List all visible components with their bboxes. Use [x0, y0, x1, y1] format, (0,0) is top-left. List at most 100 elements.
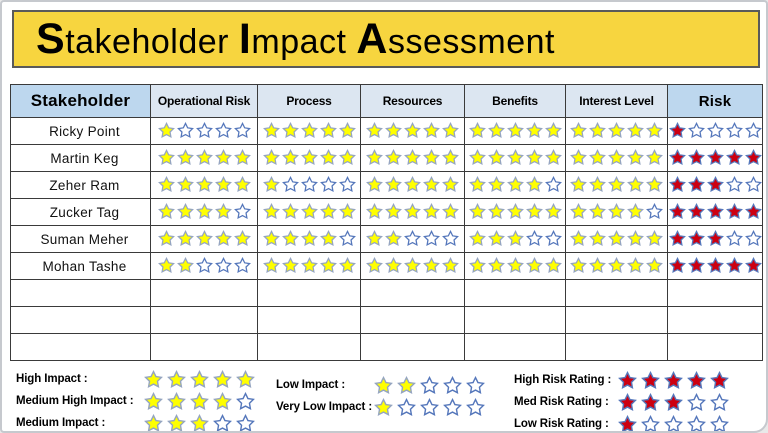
legend-label: High Risk Rating : [514, 374, 612, 386]
empty-cell [10, 279, 151, 307]
rating-cell-benefits [464, 252, 566, 280]
star-yellow-icon [487, 230, 505, 247]
star-yellow-icon [525, 203, 543, 220]
star-yellow-icon [570, 122, 587, 139]
star-yellow-icon [468, 230, 486, 247]
empty-cell [464, 306, 566, 334]
star-red-icon [641, 370, 660, 389]
legend-label: Med Risk Rating : [514, 396, 609, 408]
star-yellow-icon [190, 413, 209, 431]
table-row: Ricky Point [10, 117, 763, 145]
empty-cell [565, 333, 668, 361]
star-red-icon [706, 257, 724, 274]
star-red-icon [706, 149, 724, 166]
star-yellow-icon [646, 257, 663, 274]
star-yellow-icon [627, 149, 644, 166]
star-outline-icon [338, 230, 356, 247]
star-rating [668, 257, 762, 274]
empty-cell [667, 333, 763, 361]
star-yellow-icon [214, 230, 232, 247]
empty-cell [464, 333, 566, 361]
star-outline-icon [420, 375, 439, 394]
rating-cell-interest-level [565, 117, 668, 145]
rating-cell-interest-level [565, 225, 668, 253]
star-yellow-icon [627, 203, 644, 220]
star-red-icon [668, 257, 686, 274]
empty-cell [565, 279, 668, 307]
star-yellow-icon [281, 230, 299, 247]
rating-cell-risk [667, 252, 763, 280]
star-rating [668, 176, 762, 193]
assessment-table: Stakeholder Operational Risk Process Resour… [10, 84, 763, 361]
legend-item: Medium Impact : [16, 412, 276, 431]
legend-risk-group: High Risk Rating : Med Risk Rating : Low R… [514, 366, 744, 431]
star-red-icon [668, 176, 686, 193]
stakeholder-name: Ricky Point [10, 117, 151, 145]
star-outline-icon [744, 176, 762, 193]
star-yellow-icon [176, 176, 194, 193]
star-yellow-icon [589, 257, 606, 274]
star-yellow-icon [385, 122, 402, 139]
star-yellow-icon [366, 149, 383, 166]
star-yellow-icon [338, 257, 356, 274]
star-rating [468, 122, 562, 139]
star-red-icon [668, 122, 686, 139]
rating-cell-risk [667, 171, 763, 199]
empty-cell [150, 279, 258, 307]
empty-cell [150, 306, 258, 334]
star-red-icon [725, 203, 743, 220]
star-rating [618, 370, 729, 390]
star-yellow-icon [157, 203, 175, 220]
star-yellow-icon [176, 203, 194, 220]
star-rating [144, 413, 255, 431]
star-red-icon [664, 370, 683, 389]
empty-cell [360, 333, 465, 361]
star-yellow-icon [338, 122, 356, 139]
star-yellow-icon [423, 257, 440, 274]
star-yellow-icon [319, 149, 337, 166]
table-header-row: Stakeholder Operational Risk Process Resour… [10, 84, 763, 118]
star-rating [468, 203, 562, 220]
rating-cell-risk [667, 144, 763, 172]
rating-cell-process [257, 144, 361, 172]
empty-table-row [10, 306, 763, 334]
star-yellow-icon [366, 257, 383, 274]
star-outline-icon [525, 230, 543, 247]
column-header-operational-risk: Operational Risk [150, 84, 258, 118]
rating-cell-operational-risk [150, 117, 258, 145]
star-red-icon [744, 203, 762, 220]
rating-cell-interest-level [565, 198, 668, 226]
star-yellow-icon [144, 391, 163, 410]
star-outline-icon [646, 203, 663, 220]
empty-table-row [10, 279, 763, 307]
rating-cell-process [257, 225, 361, 253]
star-outline-icon [710, 392, 729, 411]
star-rating [468, 149, 562, 166]
column-header-process: Process [257, 84, 361, 118]
rating-cell-process [257, 198, 361, 226]
star-red-icon [710, 370, 729, 389]
star-yellow-icon [442, 257, 459, 274]
star-yellow-icon [404, 176, 421, 193]
star-outline-icon [423, 230, 440, 247]
star-yellow-icon [300, 122, 318, 139]
star-yellow-icon [544, 257, 562, 274]
star-outline-icon [233, 257, 251, 274]
empty-cell [360, 279, 465, 307]
star-yellow-icon [262, 176, 280, 193]
star-yellow-icon [319, 122, 337, 139]
star-outline-icon [744, 230, 762, 247]
star-yellow-icon [570, 230, 587, 247]
star-yellow-icon [262, 203, 280, 220]
star-yellow-icon [608, 257, 625, 274]
rating-cell-benefits [464, 117, 566, 145]
stakeholder-name: Martin Keg [10, 144, 151, 172]
rating-cell-operational-risk [150, 171, 258, 199]
rating-cell-benefits [464, 171, 566, 199]
star-yellow-icon [423, 149, 440, 166]
star-outline-icon [195, 257, 213, 274]
legend-impact-high-group: High Impact : Medium High Impact : Medium … [16, 366, 276, 431]
star-outline-icon [236, 413, 255, 431]
star-yellow-icon [176, 230, 194, 247]
star-red-icon [618, 392, 637, 411]
